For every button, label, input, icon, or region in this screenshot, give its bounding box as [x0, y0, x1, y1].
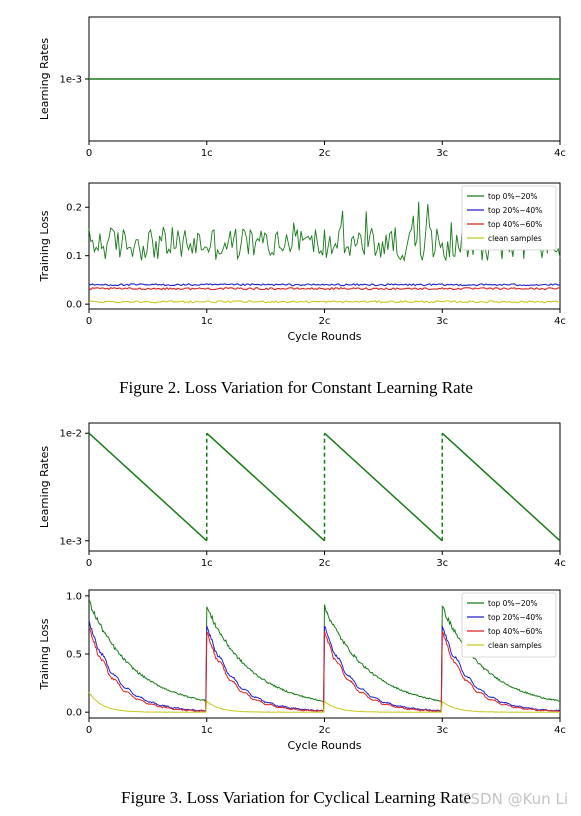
x-tick-label: 0	[86, 148, 92, 159]
watermark: CSDN @Kun Li	[460, 790, 568, 808]
series-line-0	[88, 201, 561, 263]
x-tick-label: 1c	[201, 725, 213, 736]
chart-constant-lr: 0 1c 2c 3c 4c 1e-3 Learning Rates	[38, 16, 566, 159]
x-tick-label: 4c	[554, 725, 566, 736]
y-tick-label: 1e-3	[60, 75, 83, 86]
lr-decay-segment	[88, 432, 208, 542]
y-tick-label: 0.5	[66, 650, 82, 661]
chart-cyclical-loss: 0 1c 2c 3c 4c 0.0 0.5 1.0 Training Loss Cycle Rou…	[38, 589, 566, 752]
x-tick-label: 0	[86, 316, 92, 327]
y-tick-label: 1e-3	[60, 536, 83, 547]
x-tick-label: 3c	[436, 148, 448, 159]
x-axis-label: Cycle Rounds	[287, 330, 361, 343]
legend-label: top 0%~20%	[488, 192, 538, 201]
x-tick-label: 2c	[319, 148, 331, 159]
figure-caption: Figure 3. Loss Variation for Cyclical Le…	[121, 788, 471, 807]
x-tick-label: 3c	[436, 316, 448, 327]
legend-label: top 20%~40%	[488, 206, 542, 215]
y-axis-label: Learning Rates	[38, 446, 51, 528]
y-tick-label: 1e-2	[60, 429, 83, 440]
y-tick-label: 0.0	[66, 708, 82, 719]
x-tick-label: 3c	[436, 558, 448, 569]
series-line-2	[88, 627, 561, 713]
figure-caption: Figure 2. Loss Variation for Constant Le…	[119, 378, 473, 397]
x-tick-label: 4c	[554, 558, 566, 569]
legend-label: top 40%~60%	[488, 627, 542, 636]
x-tick-label: 0	[86, 725, 92, 736]
y-axis-label: Training Loss	[38, 618, 51, 690]
legend-label: top 40%~60%	[488, 220, 542, 229]
series-line-0	[88, 600, 560, 703]
x-tick-label: 3c	[436, 725, 448, 736]
series-line-1	[88, 283, 561, 287]
chart-constant-loss: 0 1c 2c 3c 4c 0.0 0.1 0.2 Training Loss Cycle Rou…	[38, 182, 566, 343]
series-line-3	[88, 300, 561, 304]
lr-decay-segment	[323, 432, 443, 542]
x-tick-label: 4c	[554, 148, 566, 159]
y-tick-label: 0.2	[66, 203, 82, 214]
series-line-1	[88, 619, 561, 713]
legend-label: clean samples	[488, 234, 542, 243]
x-tick-label: 2c	[319, 316, 331, 327]
chart-cyclical-lr: 0 1c 2c 3c 4c 1e-2 1e-3 Learning Rates	[38, 422, 566, 569]
y-tick-label: 0.1	[66, 251, 82, 262]
x-tick-label: 4c	[554, 316, 566, 327]
y-axis-label: Learning Rates	[38, 38, 51, 120]
x-tick-label: 0	[86, 558, 92, 569]
y-axis-label: Training Loss	[38, 210, 51, 282]
series-line-3	[88, 692, 560, 713]
series-line-2	[88, 286, 560, 291]
lr-decay-segment	[206, 432, 326, 542]
x-tick-label: 2c	[319, 725, 331, 736]
legend-box	[461, 592, 557, 658]
legend-box	[461, 185, 557, 251]
x-tick-label: 1c	[201, 316, 213, 327]
y-tick-label: 0.0	[66, 300, 82, 311]
lr-decay-segment	[441, 432, 561, 542]
x-axis-label: Cycle Rounds	[287, 739, 361, 752]
legend-label: top 0%~20%	[488, 599, 538, 608]
y-tick-label: 1.0	[66, 591, 82, 602]
x-tick-label: 1c	[201, 148, 213, 159]
legend-label: top 20%~40%	[488, 613, 542, 622]
legend-label: clean samples	[488, 641, 542, 650]
x-tick-label: 1c	[201, 558, 213, 569]
x-tick-label: 2c	[319, 558, 331, 569]
